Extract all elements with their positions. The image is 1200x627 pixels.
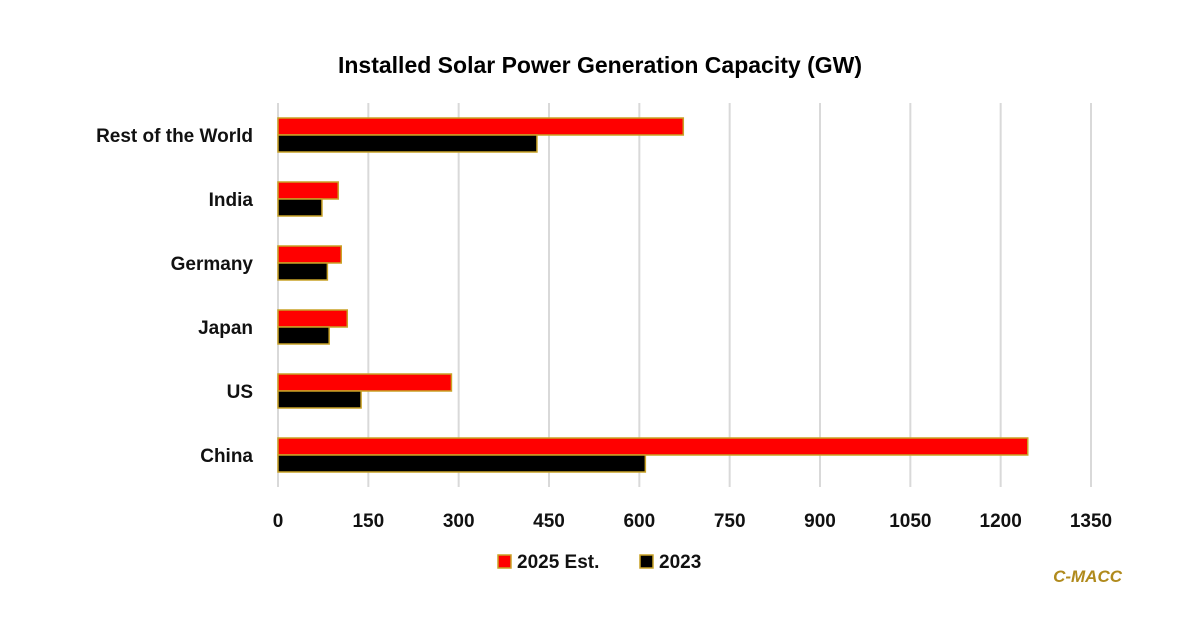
bar-india-2025-est [277, 181, 339, 200]
bar-china-2025-est [277, 437, 1029, 456]
x-tick-label: 0 [273, 511, 284, 532]
bar-us-2023 [277, 390, 362, 409]
category-label: Japan [198, 318, 253, 339]
bar-rest-of-the-world-2025-est [277, 117, 685, 136]
x-tick-label: 300 [443, 511, 475, 532]
gridlines [277, 103, 1092, 487]
category-label: Germany [171, 254, 254, 275]
x-tick-label: 450 [533, 511, 565, 532]
legend: 2025 Est. 2023 [497, 552, 701, 573]
x-tick-label: 1200 [980, 511, 1022, 532]
x-tick-label: 750 [714, 511, 746, 532]
x-tick-label: 150 [352, 511, 384, 532]
bar-india-2023 [277, 198, 323, 217]
bar-germany-2025-est [277, 245, 342, 264]
category-label: China [200, 446, 253, 467]
bars [277, 117, 1029, 473]
chart-title: Installed Solar Power Generation Capacit… [338, 52, 862, 78]
category-label: US [227, 382, 253, 403]
x-tick-label: 1050 [889, 511, 931, 532]
x-axis-tick-labels: 0 150 300 450 600 750 900 1050 1200 1350 [273, 511, 1112, 532]
category-label: Rest of the World [96, 126, 253, 147]
bar-rest-of-the-world-2023 [277, 134, 538, 153]
bar-japan-2025-est [277, 309, 349, 328]
legend-label-2023: 2023 [659, 552, 701, 573]
bar-japan-2023 [277, 326, 330, 345]
x-tick-label: 600 [623, 511, 655, 532]
x-tick-label: 1350 [1070, 511, 1112, 532]
bar-germany-2023 [277, 262, 329, 281]
legend-swatch-2025-est [497, 554, 512, 569]
x-tick-label: 900 [804, 511, 836, 532]
category-label: India [209, 190, 254, 211]
category-labels: China US Japan Germany India Rest of the Worl… [96, 126, 253, 467]
bar-china-2023 [277, 454, 647, 473]
watermark-brand: C-MACC [1053, 567, 1123, 586]
bar-us-2025-est [277, 373, 453, 392]
legend-label-2025-est: 2025 Est. [517, 552, 599, 573]
legend-swatch-2023 [639, 554, 654, 569]
